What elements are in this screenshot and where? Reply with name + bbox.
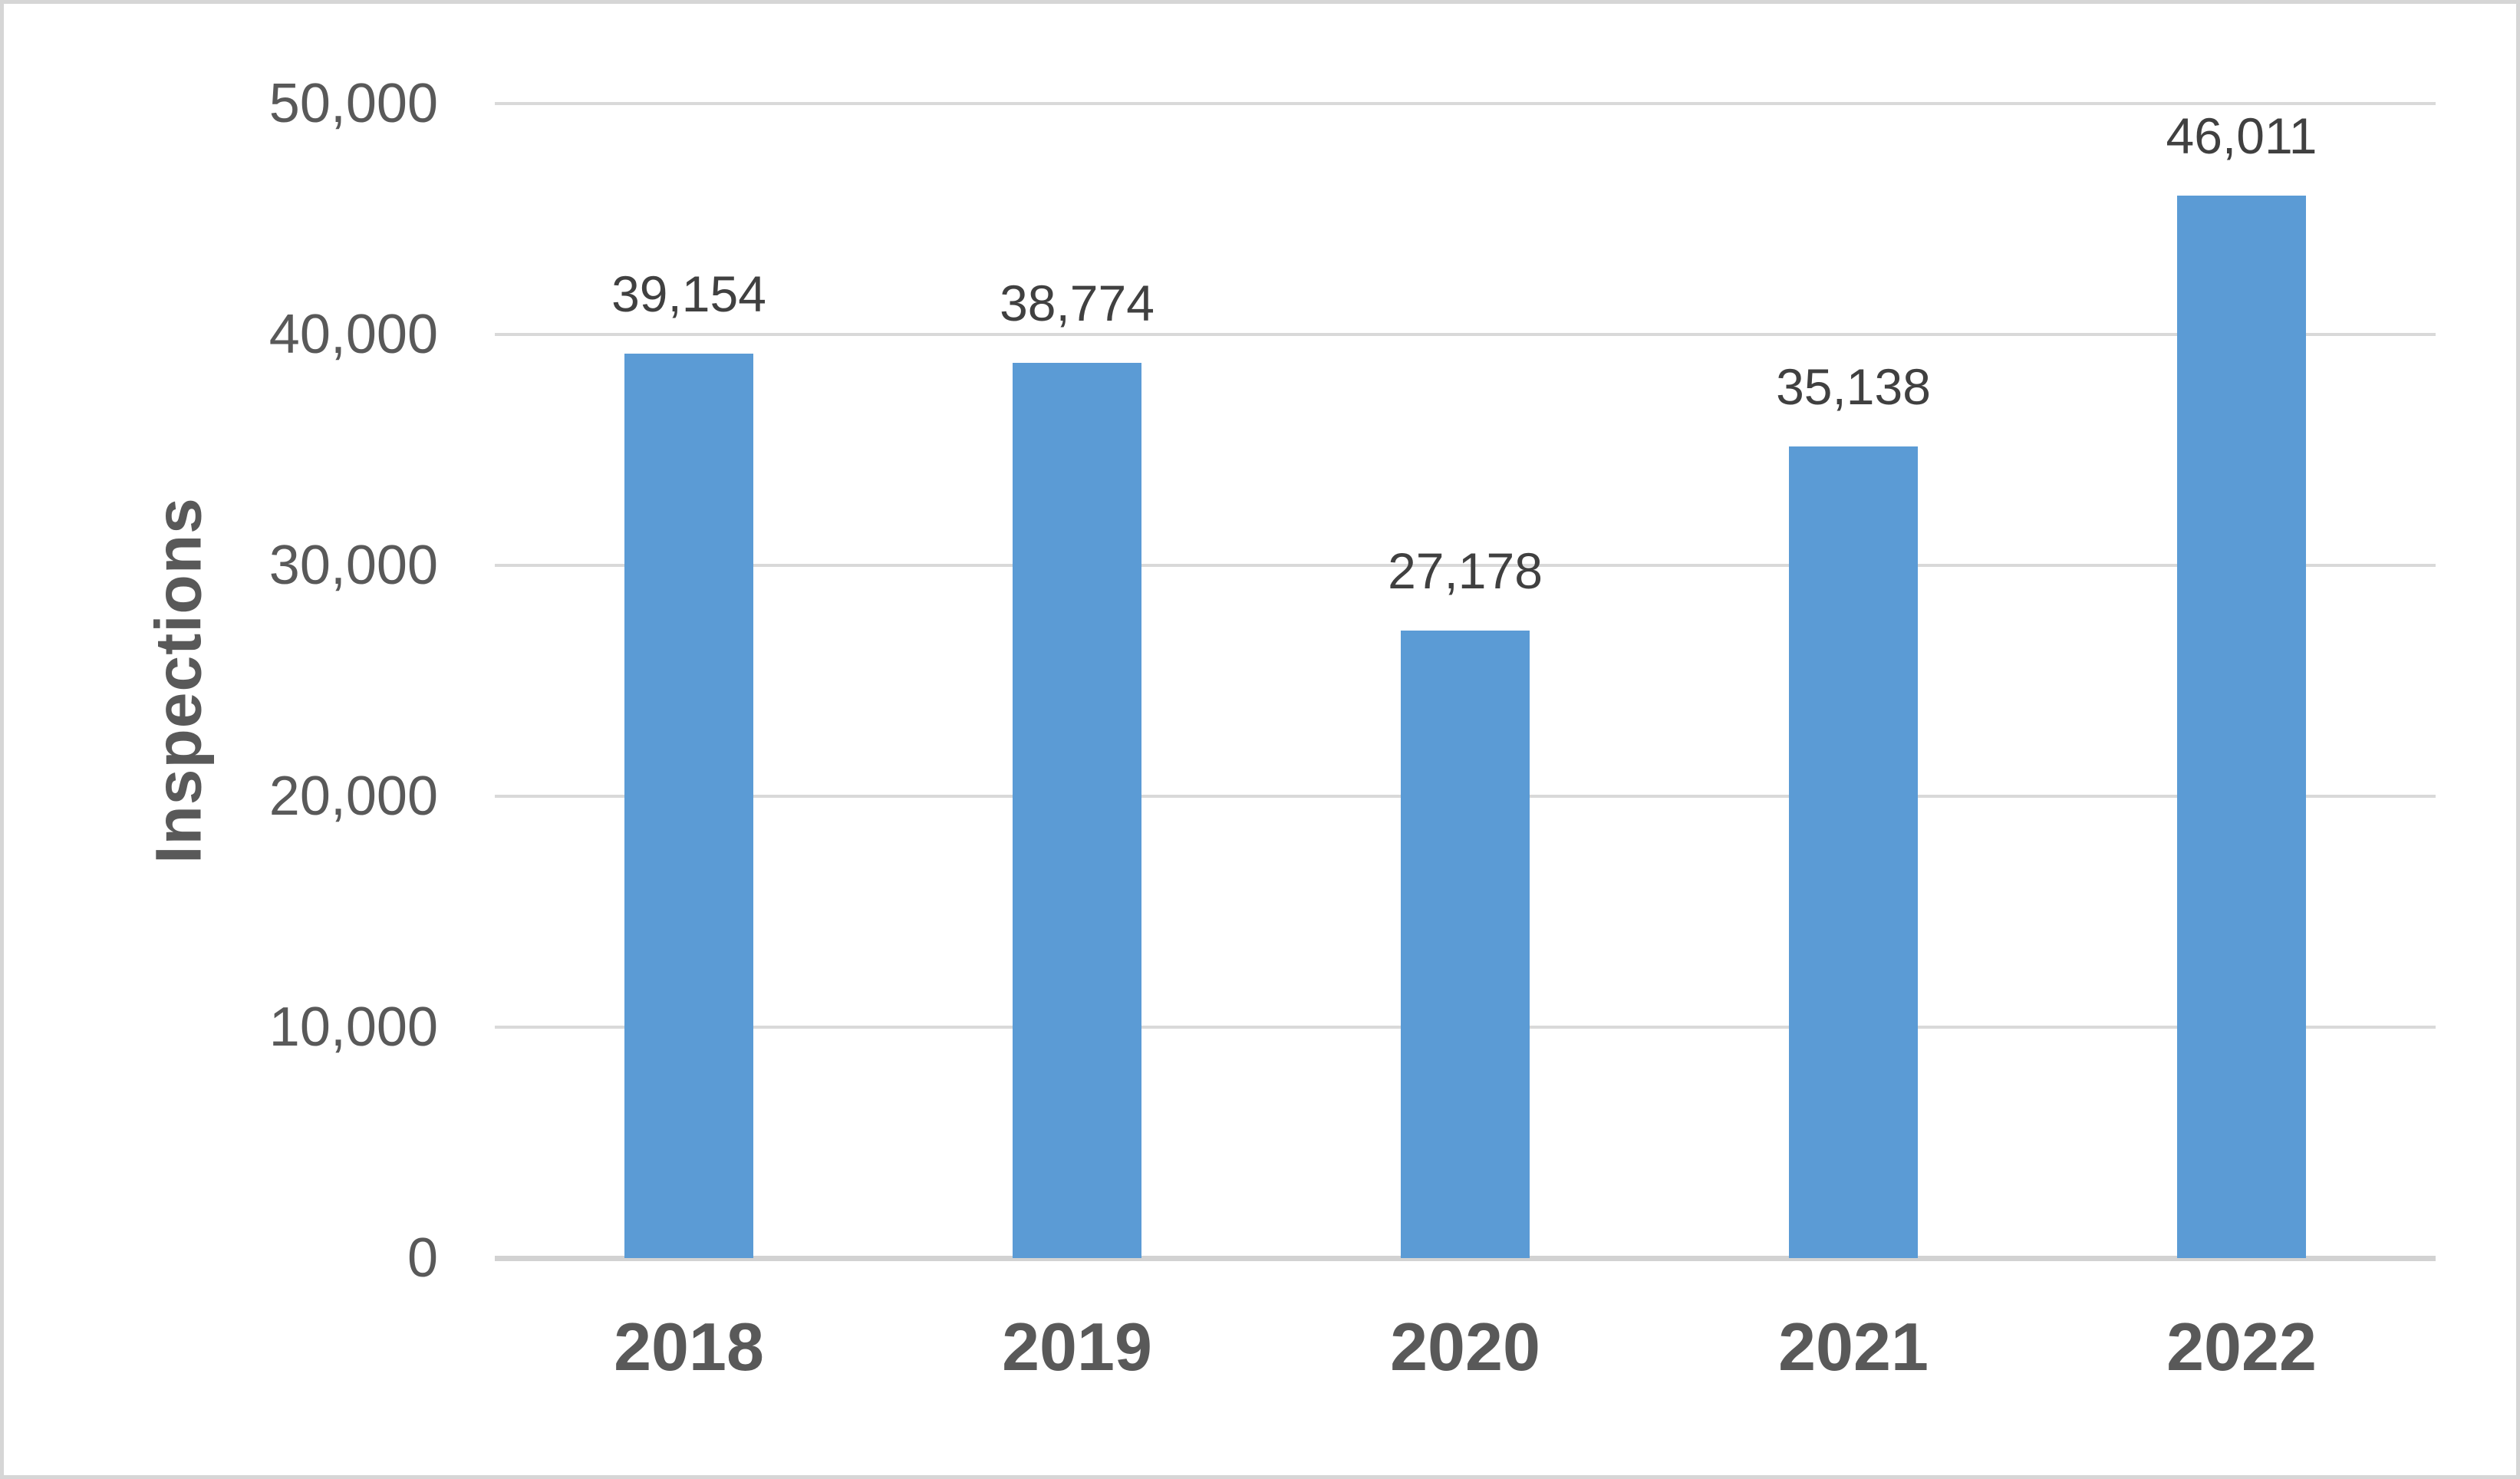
- x-category-label-2019: 2019: [1002, 1309, 1152, 1385]
- x-category-label-2021: 2021: [1778, 1309, 1929, 1385]
- bar-data-label-2021: 35,138: [1776, 358, 1931, 416]
- bar-2022: [2177, 196, 2306, 1258]
- bar-data-label-2019: 38,774: [1000, 274, 1155, 331]
- y-tick-label: 50,000: [268, 73, 438, 134]
- gridline: [495, 102, 2436, 105]
- y-tick-label: 0: [407, 1227, 438, 1289]
- x-category-label-2020: 2020: [1390, 1309, 1540, 1385]
- y-tick-label: 20,000: [268, 766, 438, 827]
- y-tick-label: 10,000: [268, 996, 438, 1058]
- x-category-label-2018: 2018: [614, 1309, 764, 1385]
- x-axis-line: [495, 1256, 2436, 1261]
- bar-series: 39,154 38,774 27,178 35,138 46,011: [495, 104, 2436, 1258]
- bar-2021: [1789, 446, 1918, 1258]
- bar-data-label-2020: 27,178: [1388, 542, 1543, 599]
- plot-area: 39,154 38,774 27,178 35,138 46,011: [495, 102, 2436, 1261]
- y-axis-tick-labels: 0 10,000 20,000 30,000 40,000 50,000: [4, 4, 438, 1475]
- x-axis-category-labels: 2018 2019 2020 2021 2022: [4, 1308, 2516, 1431]
- bar-data-label-2018: 39,154: [611, 265, 766, 323]
- y-tick-label: 30,000: [268, 535, 438, 596]
- gridline: [495, 333, 2436, 336]
- bar-2020: [1401, 630, 1530, 1258]
- y-tick-label: 40,000: [268, 304, 438, 365]
- bar-data-label-2022: 46,011: [2166, 107, 2317, 165]
- gridline: [495, 564, 2436, 567]
- bar-2018: [624, 354, 753, 1258]
- x-category-label-2022: 2022: [2166, 1309, 2317, 1385]
- bar-2019: [1013, 362, 1141, 1258]
